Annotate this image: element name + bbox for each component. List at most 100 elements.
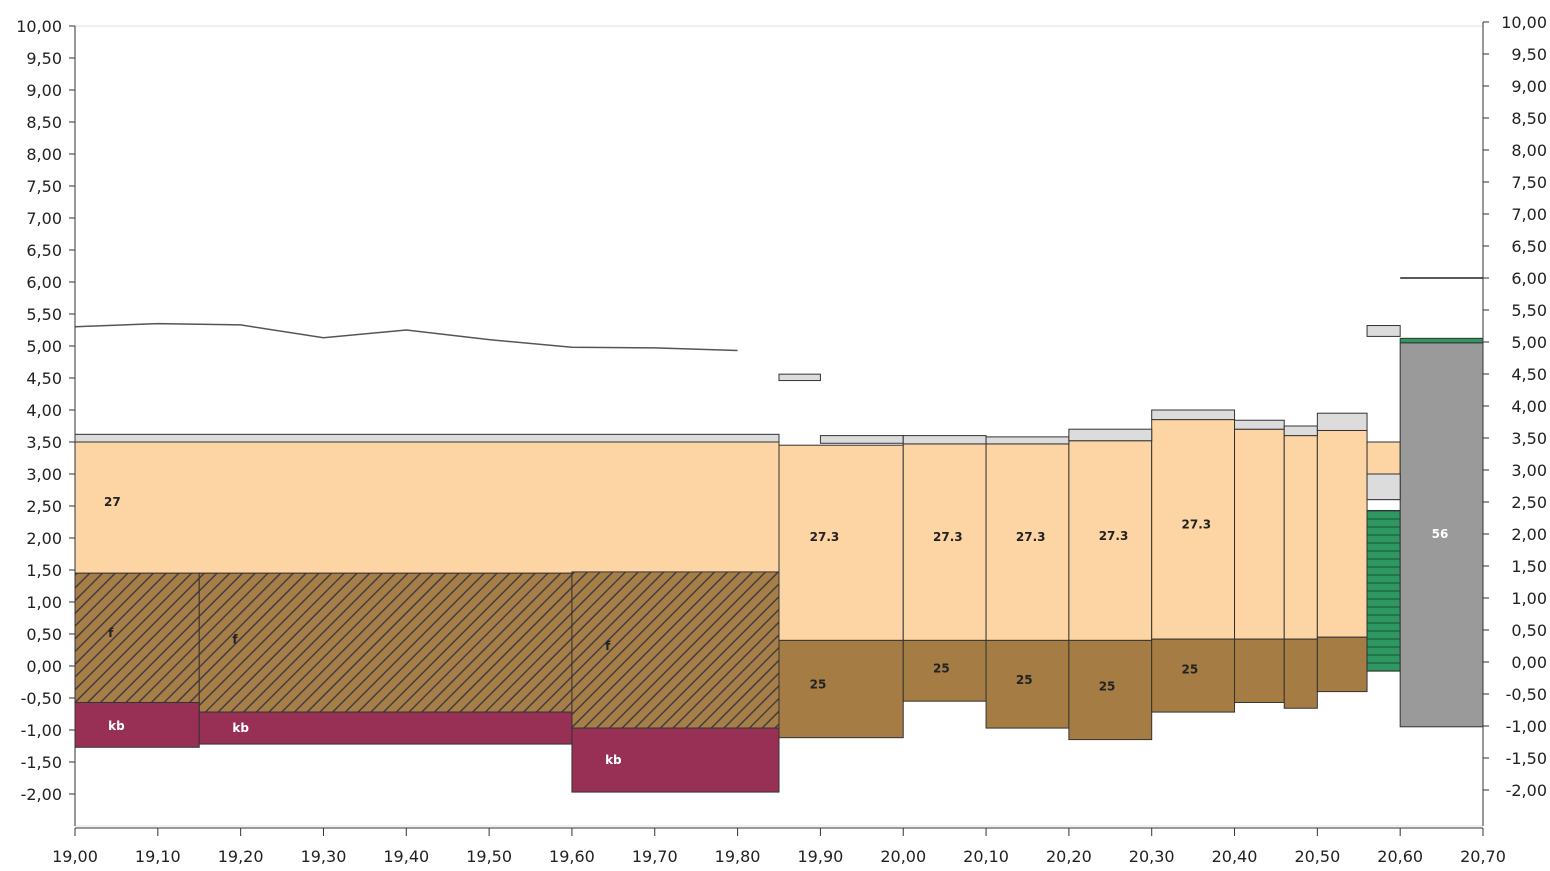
y-tick-label-left: 6,50 — [26, 241, 62, 260]
y-tick-label-left: 5,00 — [26, 337, 62, 356]
layer-label-27: 27.3 — [1016, 530, 1046, 544]
y-tick-label-right: 6,00 — [1511, 269, 1547, 288]
y-tick-label-left: 1,50 — [26, 561, 62, 580]
y-tick-label-right: 5,50 — [1511, 301, 1547, 320]
layer-25-block — [902, 639, 987, 702]
y-tick-label-right: 9,00 — [1511, 77, 1547, 96]
y-tick-label-right: -1,00 — [1506, 717, 1547, 736]
layer-label-27: 27.3 — [1099, 529, 1129, 543]
layer-kb-block — [571, 727, 780, 793]
layer-label-kb: kb — [605, 753, 622, 767]
layer-label-25: 25 — [1016, 673, 1033, 687]
y-tick-label-left: 0,50 — [26, 625, 62, 644]
y-tick-label-left: -1,00 — [21, 721, 62, 740]
layer-27-block — [985, 443, 1070, 641]
x-tick-label: 20,70 — [1460, 847, 1506, 866]
pavement-block — [902, 435, 987, 445]
y-tick-label-left: 9,00 — [26, 81, 62, 100]
y-tick-label-right: 6,50 — [1511, 237, 1547, 256]
pavement-block — [1234, 419, 1285, 430]
y-tick-label-right: 8,50 — [1511, 109, 1547, 128]
layer-kb-block — [74, 701, 200, 748]
y-tick-label-left: 8,00 — [26, 145, 62, 164]
y-tick-label-left: 5,50 — [26, 305, 62, 324]
layer-27-block — [1068, 440, 1153, 641]
layer-27-block — [778, 444, 904, 641]
x-tick-label: 19,60 — [549, 847, 595, 866]
x-tick-label: 20,00 — [880, 847, 926, 866]
y-tick-label-left: 7,50 — [26, 177, 62, 196]
axes: 10,00 9,50 9,00 8,50 8,00 7,50 7,00 6,50 6,00 5,5… — [16, 13, 1547, 866]
y-tick-label-left: 1,00 — [26, 593, 62, 612]
layer-label-25: 25 — [933, 661, 950, 675]
pavement-block — [1316, 412, 1368, 431]
y-tick-label-right: 0,00 — [1511, 653, 1547, 672]
layer-56-block — [1399, 342, 1484, 728]
x-tick-label: 20,40 — [1212, 847, 1258, 866]
layer-label-56: 56 — [1432, 527, 1449, 541]
layer-27-block — [74, 441, 780, 574]
layer-label-25: 25 — [1099, 679, 1116, 693]
ground-surface-line — [74, 322, 738, 352]
x-tick-label: 20,10 — [963, 847, 1009, 866]
x-tick-label: 20,60 — [1377, 847, 1423, 866]
layer-green-block — [1366, 509, 1401, 672]
y-tick-label-left: -1,50 — [21, 753, 62, 772]
y-tick-label-right: -0,50 — [1506, 685, 1547, 704]
y-tick-label-left: -0,50 — [21, 689, 62, 708]
y-tick-label-right: 3,50 — [1511, 429, 1547, 448]
x-tick-label: 19,50 — [466, 847, 512, 866]
y-tick-label-right: -1,50 — [1506, 749, 1547, 768]
layer-27-block — [902, 443, 987, 641]
soil-layers — [74, 337, 1484, 793]
y-tick-label-left: 4,00 — [26, 401, 62, 420]
y-tick-label-right: 7,00 — [1511, 205, 1547, 224]
layer-label-f: f — [605, 639, 611, 653]
layer-f-block — [198, 572, 573, 713]
pavement-block — [778, 373, 821, 382]
layer-kb-block — [198, 711, 573, 745]
layer-label-27: 27.3 — [933, 530, 963, 544]
layer-label-f: f — [232, 633, 238, 647]
y-tick-label-left: -2,00 — [21, 785, 62, 804]
x-tick-label: 19,30 — [301, 847, 347, 866]
pavement-block — [1068, 428, 1153, 442]
layer-27-block — [1234, 428, 1285, 640]
layer-f-block — [74, 572, 200, 703]
pavement-block — [1151, 409, 1236, 421]
pavement-block — [985, 436, 1070, 445]
y-tick-label-left: 0,00 — [26, 657, 62, 676]
layer-label-kb: kb — [232, 721, 249, 735]
y-tick-label-left: 2,00 — [26, 529, 62, 548]
y-tick-label-right: 8,00 — [1511, 141, 1547, 160]
layer-f-block — [571, 571, 780, 729]
layer-label-25: 25 — [1182, 663, 1199, 677]
pavement-block — [1366, 325, 1401, 337]
layer-25-block — [1068, 639, 1153, 741]
y-tick-label-right: 4,00 — [1511, 397, 1547, 416]
y-tick-label-right: 1,50 — [1511, 557, 1547, 576]
pavement-block — [74, 433, 780, 443]
layer-25-block — [1283, 638, 1318, 709]
y-tick-label-left: 6,00 — [26, 273, 62, 292]
x-tick-label: 19,70 — [632, 847, 678, 866]
layer-label-27: 27 — [104, 495, 121, 509]
y-tick-label-left: 3,50 — [26, 433, 62, 452]
y-tick-label-right: 5,00 — [1511, 333, 1547, 352]
x-tick-label: 19,20 — [218, 847, 264, 866]
layer-label-27: 27.3 — [810, 530, 840, 544]
layer-27-block — [1316, 429, 1368, 638]
x-tick-label: 19,80 — [715, 847, 761, 866]
layer-label-27: 27.3 — [1182, 517, 1212, 531]
y-tick-label-right: 1,00 — [1511, 589, 1547, 608]
y-tick-label-left: 8,50 — [26, 113, 62, 132]
layer-27-block — [1283, 435, 1318, 640]
y-tick-label-left: 3,00 — [26, 465, 62, 484]
y-tick-label-left: 2,50 — [26, 497, 62, 516]
y-tick-label-right: -2,00 — [1506, 781, 1547, 800]
x-tick-label: 19,40 — [383, 847, 429, 866]
x-tick-label: 20,30 — [1129, 847, 1175, 866]
y-tick-label-right: 9,50 — [1511, 45, 1547, 64]
y-tick-label-left: 9,50 — [26, 49, 62, 68]
